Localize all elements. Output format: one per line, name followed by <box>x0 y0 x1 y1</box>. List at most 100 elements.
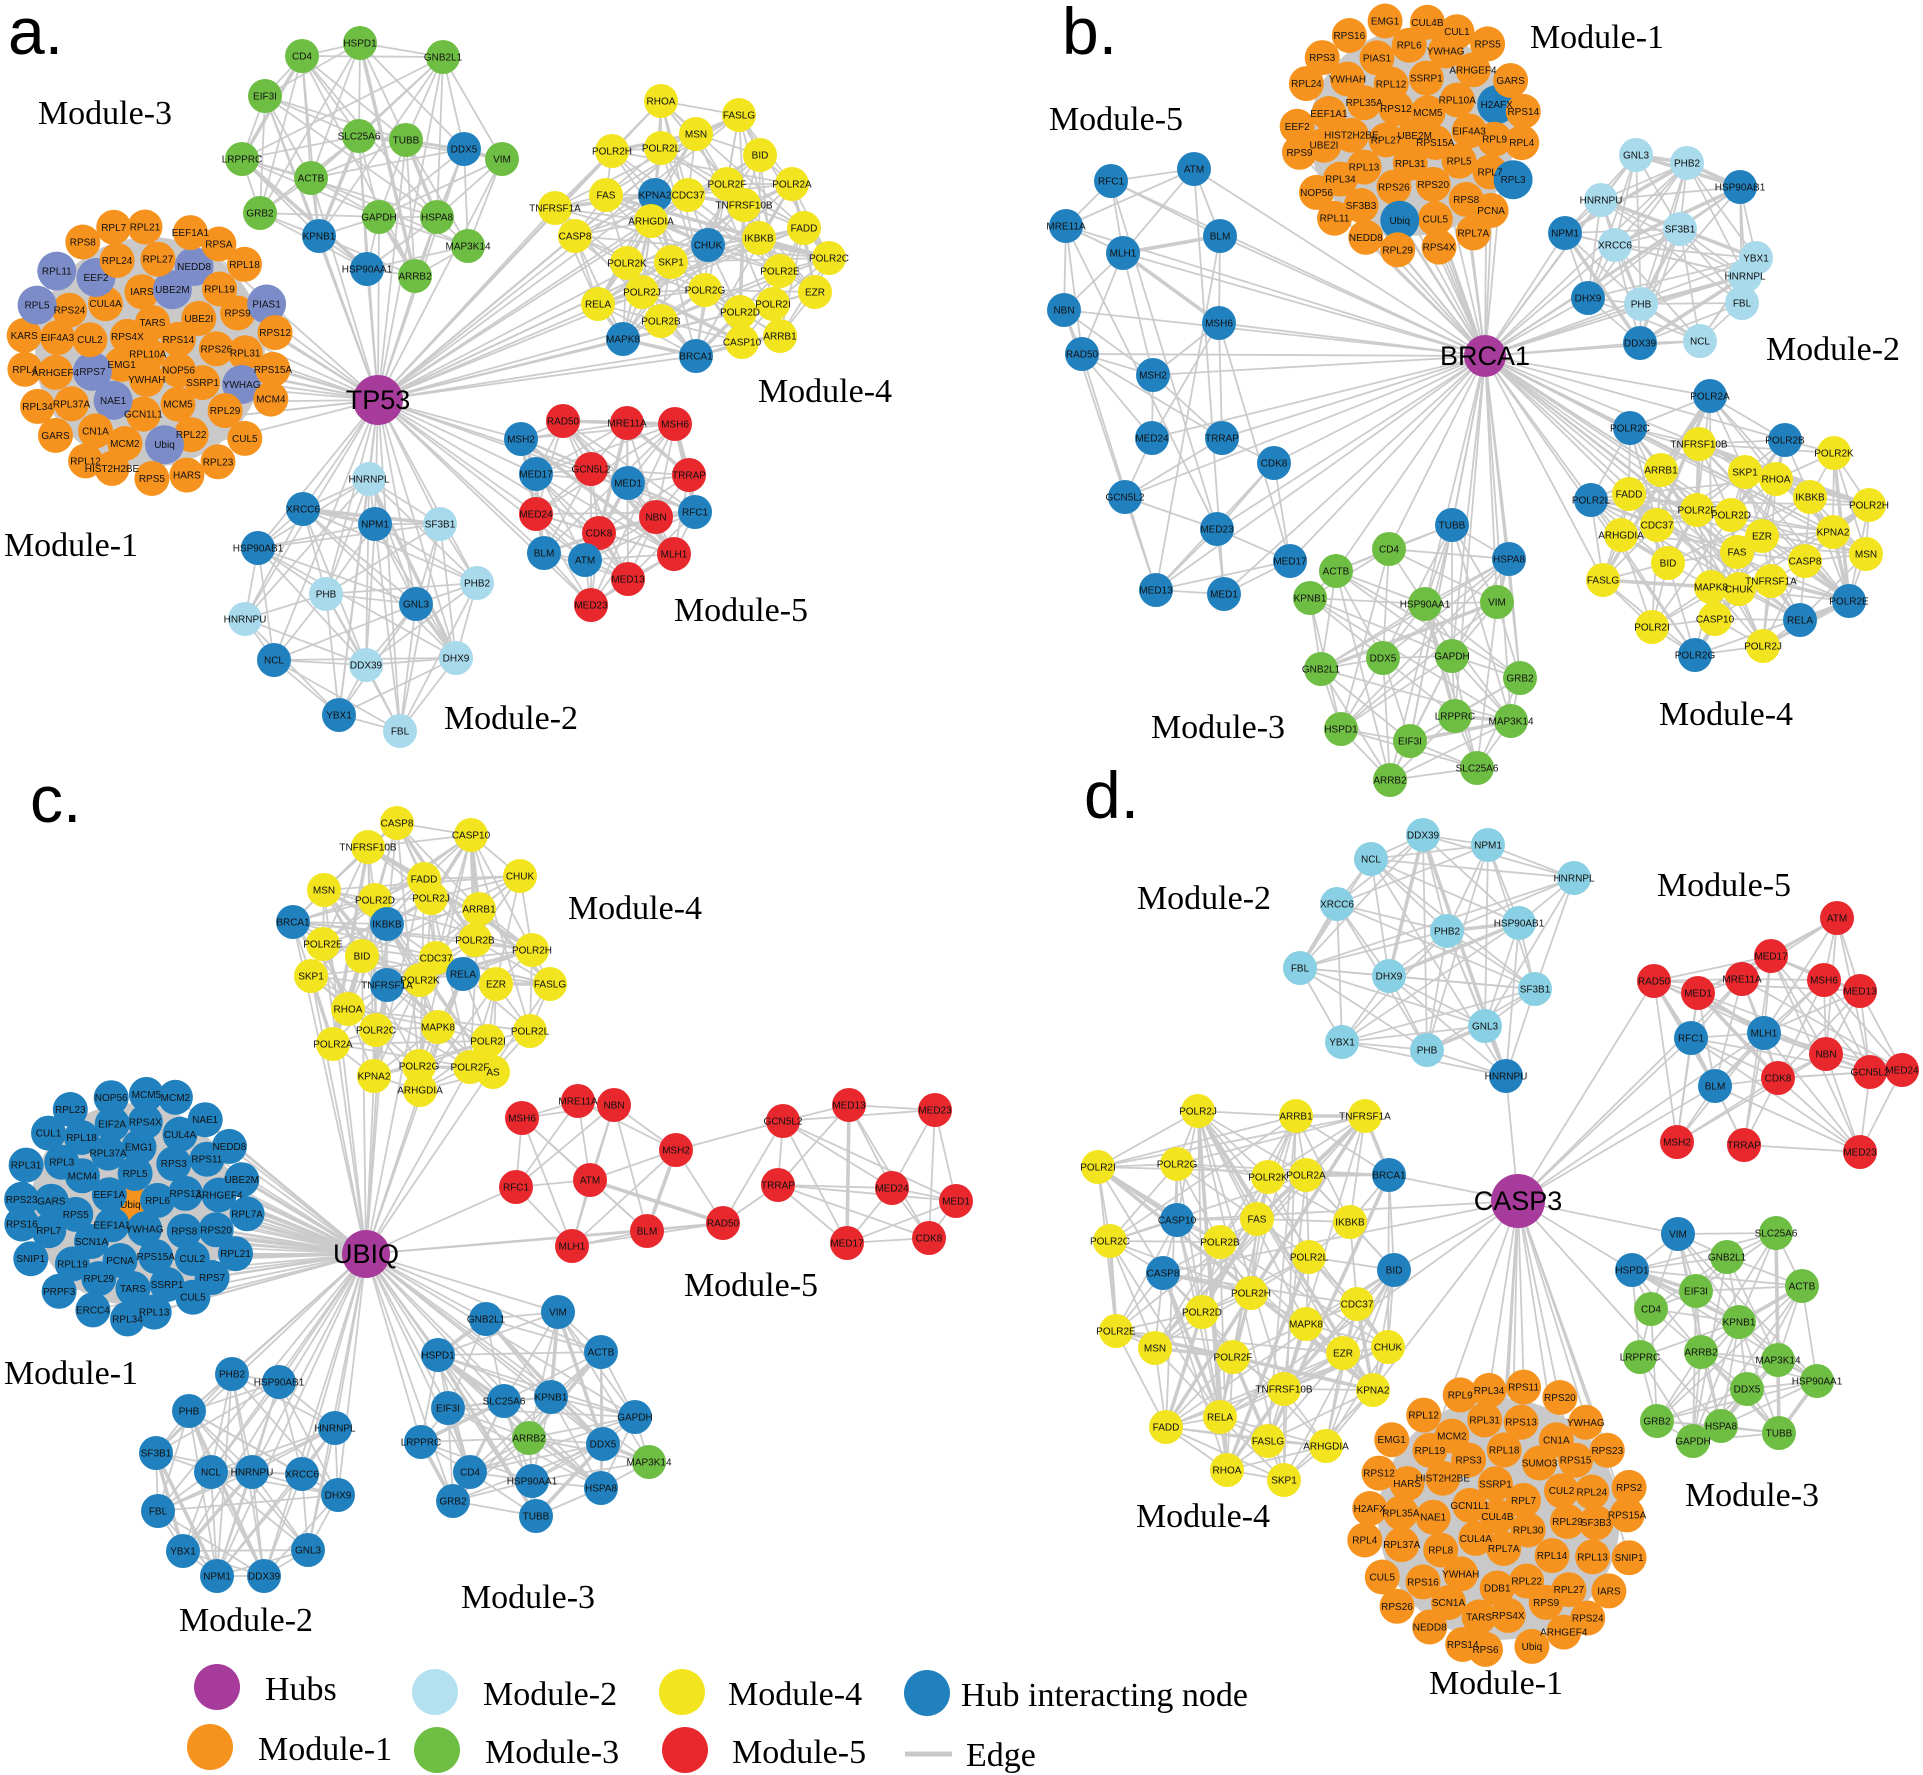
svg-text:CN1A: CN1A <box>1543 1435 1570 1446</box>
svg-text:UBE2I: UBE2I <box>1310 141 1339 152</box>
svg-text:POLR2G: POLR2G <box>1675 651 1716 662</box>
svg-text:IKBKB: IKBKB <box>1335 1218 1365 1229</box>
svg-text:ARRB2: ARRB2 <box>512 1434 546 1445</box>
svg-text:POLR2E: POLR2E <box>1829 597 1869 608</box>
svg-text:MSN: MSN <box>313 886 335 897</box>
svg-text:TRRAP: TRRAP <box>1727 1141 1761 1152</box>
svg-text:ARRB2: ARRB2 <box>1684 1348 1718 1359</box>
svg-text:GAPDH: GAPDH <box>617 1413 653 1424</box>
svg-text:Module-4: Module-4 <box>758 373 892 410</box>
svg-text:POLR2A: POLR2A <box>313 1040 353 1051</box>
svg-text:RPS14: RPS14 <box>1507 107 1539 118</box>
svg-text:POLR2L: POLR2L <box>1572 496 1611 507</box>
svg-text:RAD50: RAD50 <box>1066 350 1099 361</box>
svg-text:RFC1: RFC1 <box>682 508 709 519</box>
svg-text:GNL3: GNL3 <box>403 600 430 611</box>
svg-text:CUL2: CUL2 <box>180 1254 206 1265</box>
svg-text:SSRP1: SSRP1 <box>151 1280 184 1291</box>
svg-text:YWHAG: YWHAG <box>1427 46 1465 57</box>
svg-text:RPS9: RPS9 <box>225 309 252 320</box>
svg-text:CUL5: CUL5 <box>1423 214 1449 225</box>
svg-text:GCN1L1: GCN1L1 <box>1450 1501 1489 1512</box>
svg-text:POLR2G: POLR2G <box>685 286 726 297</box>
svg-text:FBL: FBL <box>149 1507 168 1518</box>
svg-text:CUL1: CUL1 <box>36 1129 62 1140</box>
svg-text:POLR2D: POLR2D <box>355 896 395 907</box>
svg-text:ATM: ATM <box>1827 914 1847 925</box>
svg-text:b.: b. <box>1062 0 1117 68</box>
svg-text:RPL13: RPL13 <box>139 1308 170 1319</box>
svg-text:TRRAP: TRRAP <box>672 471 706 482</box>
svg-text:TP53: TP53 <box>346 385 411 415</box>
svg-text:RPS20: RPS20 <box>200 1225 232 1236</box>
svg-text:MAPK8: MAPK8 <box>1289 1320 1323 1331</box>
svg-text:CASP8: CASP8 <box>1147 1269 1180 1280</box>
svg-text:RFC1: RFC1 <box>1678 1034 1705 1045</box>
svg-text:POLR2J: POLR2J <box>1744 642 1782 653</box>
svg-text:RPL37A: RPL37A <box>1383 1540 1421 1551</box>
svg-text:POLR2F: POLR2F <box>1214 1353 1253 1364</box>
svg-text:ATM: ATM <box>575 556 595 567</box>
svg-text:RPL18: RPL18 <box>229 260 260 271</box>
svg-text:NEDD8: NEDD8 <box>1349 233 1383 244</box>
svg-text:RPS8: RPS8 <box>70 238 97 249</box>
svg-text:CDK8: CDK8 <box>1765 1074 1792 1085</box>
svg-text:TARS: TARS <box>1466 1612 1492 1623</box>
svg-text:CUL2: CUL2 <box>1549 1486 1575 1497</box>
svg-text:Module-1: Module-1 <box>1429 1665 1563 1702</box>
svg-text:UBE2M: UBE2M <box>155 285 189 296</box>
svg-text:RPS26: RPS26 <box>1381 1602 1413 1613</box>
svg-text:NBN: NBN <box>1053 306 1074 317</box>
svg-text:NCL: NCL <box>201 1468 221 1479</box>
svg-text:KPNA2: KPNA2 <box>358 1072 391 1083</box>
svg-text:RPS3: RPS3 <box>161 1159 188 1170</box>
svg-text:TNFRSF10B: TNFRSF10B <box>715 201 773 212</box>
svg-text:GCN5L2: GCN5L2 <box>1106 493 1145 504</box>
svg-text:NPM1: NPM1 <box>1474 841 1502 852</box>
svg-text:TNFRSF1A: TNFRSF1A <box>529 204 581 215</box>
svg-text:RHOA: RHOA <box>1762 475 1791 486</box>
svg-text:MED1: MED1 <box>1684 989 1712 1000</box>
svg-text:SLC25A6: SLC25A6 <box>1755 1229 1798 1240</box>
svg-text:Module-1: Module-1 <box>4 527 138 564</box>
svg-text:RPL29: RPL29 <box>210 406 241 417</box>
svg-text:POLR2B: POLR2B <box>1200 1238 1240 1249</box>
svg-text:RFC1: RFC1 <box>503 1183 530 1194</box>
svg-text:RPL11: RPL11 <box>42 267 72 278</box>
svg-text:RPL24: RPL24 <box>1291 79 1322 90</box>
svg-text:ARHGDIA: ARHGDIA <box>397 1086 443 1097</box>
svg-text:RELA: RELA <box>585 300 611 311</box>
svg-text:TARS: TARS <box>120 1284 146 1295</box>
svg-text:GRB2: GRB2 <box>1506 674 1534 685</box>
svg-text:RPL31: RPL31 <box>230 348 261 359</box>
svg-text:CD4: CD4 <box>1379 545 1399 556</box>
svg-text:GNL3: GNL3 <box>1472 1022 1499 1033</box>
svg-text:RPS14: RPS14 <box>163 335 195 346</box>
svg-text:POLR2K: POLR2K <box>1248 1173 1288 1184</box>
svg-text:RPL5: RPL5 <box>123 1169 148 1180</box>
svg-text:NPM1: NPM1 <box>361 520 389 531</box>
svg-text:POLR2E: POLR2E <box>760 267 800 278</box>
svg-text:ERCC4: ERCC4 <box>76 1305 110 1316</box>
svg-text:RPS5: RPS5 <box>139 474 166 485</box>
svg-text:RPL31: RPL31 <box>1469 1416 1500 1427</box>
svg-text:RPS11: RPS11 <box>191 1155 222 1166</box>
svg-text:Module-3: Module-3 <box>461 1579 595 1616</box>
svg-text:d.: d. <box>1084 758 1139 832</box>
svg-text:HSPD1: HSPD1 <box>1324 725 1358 736</box>
svg-text:YWHAH: YWHAH <box>1329 75 1366 86</box>
svg-text:DDX39: DDX39 <box>248 1572 281 1583</box>
svg-text:SF3B1: SF3B1 <box>1520 985 1551 996</box>
svg-text:Hubs: Hubs <box>265 1671 337 1708</box>
svg-text:HNRNPU: HNRNPU <box>231 1468 274 1479</box>
svg-text:MED13: MED13 <box>832 1101 866 1112</box>
svg-text:DDX5: DDX5 <box>1370 654 1397 665</box>
svg-text:YWHAH: YWHAH <box>1442 1569 1479 1580</box>
svg-text:CDK8: CDK8 <box>916 1234 943 1245</box>
svg-text:POLR2A: POLR2A <box>1286 1171 1326 1182</box>
svg-text:HNRNPU: HNRNPU <box>224 615 267 626</box>
svg-text:RPS15A: RPS15A <box>137 1252 176 1263</box>
svg-text:RPS24: RPS24 <box>54 306 86 317</box>
svg-text:GCN5L2: GCN5L2 <box>764 1117 803 1128</box>
svg-text:RPS15A: RPS15A <box>1608 1510 1647 1521</box>
